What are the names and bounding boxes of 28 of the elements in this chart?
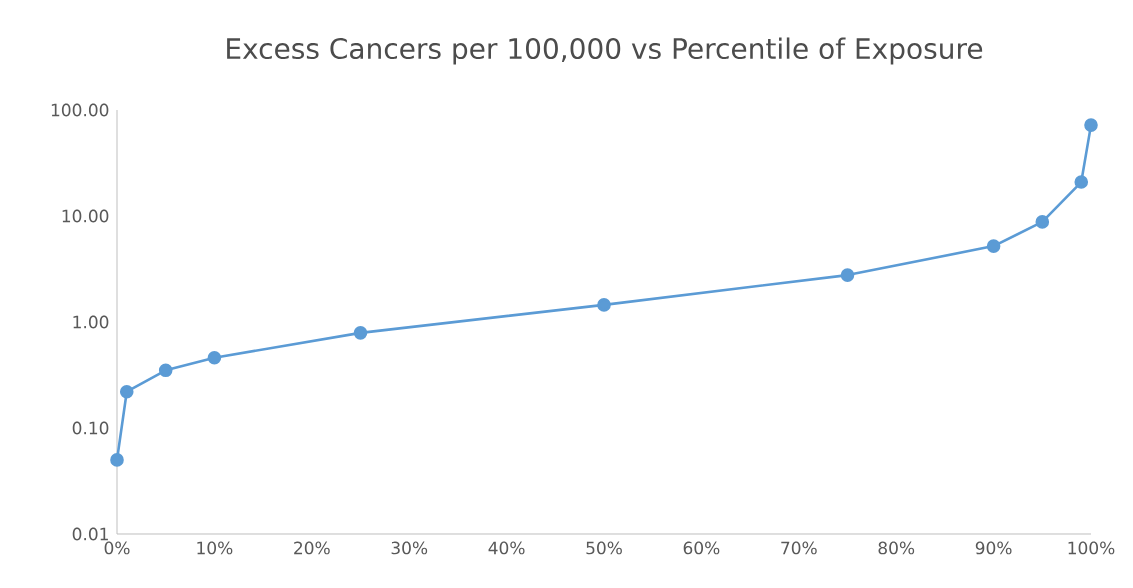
x-tick-label: 0% — [104, 541, 130, 555]
point — [840, 268, 855, 282]
x-tick-label: 80% — [878, 541, 915, 555]
point — [1084, 118, 1098, 132]
x-tick-label: 10% — [197, 541, 233, 555]
point — [986, 239, 1001, 253]
point — [353, 326, 368, 340]
x-tick-label: 60% — [683, 541, 720, 555]
y-tick-label: 0.01 — [72, 527, 108, 541]
point — [207, 350, 222, 365]
x-tick-label: 70% — [781, 541, 817, 555]
chart-title: Excess Cancers per 100,000 vs Percentile of Exposure — [227, 37, 983, 65]
point — [1074, 175, 1089, 189]
x-tick-label: 40% — [488, 541, 525, 555]
point — [597, 298, 611, 312]
point — [158, 363, 173, 378]
x-tick-label: 20% — [294, 541, 330, 555]
point — [110, 453, 124, 467]
x-tick-label: 90% — [975, 541, 1012, 555]
x-tick-label: 50% — [586, 541, 622, 555]
point — [1035, 215, 1050, 229]
y-tick-label: 100.00 — [51, 103, 109, 117]
y-tick-label: 1.00 — [73, 315, 109, 329]
x-tick-label: 30% — [391, 541, 428, 555]
point — [119, 384, 134, 399]
y-tick-label: 10.00 — [62, 209, 109, 223]
y-tick-label: 0.10 — [72, 421, 109, 435]
x-tick-label: 100% — [1068, 541, 1115, 555]
